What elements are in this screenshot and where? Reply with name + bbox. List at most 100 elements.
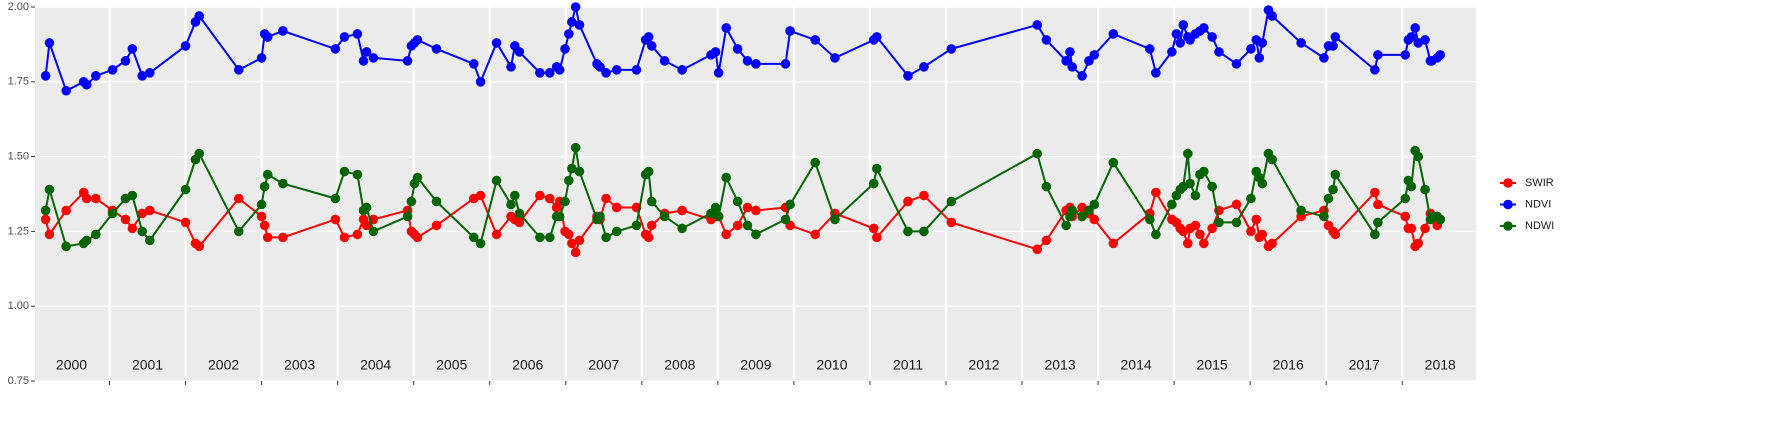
point	[1041, 235, 1052, 246]
point	[278, 26, 288, 36]
point	[1373, 217, 1383, 228]
point	[871, 163, 882, 174]
point	[1257, 38, 1268, 48]
y-tick-label: 2.00	[8, 1, 29, 13]
point	[259, 220, 270, 231]
point	[643, 166, 654, 177]
point	[475, 238, 486, 249]
point	[1214, 47, 1224, 57]
point	[1330, 169, 1341, 180]
point	[721, 172, 732, 183]
point	[721, 23, 732, 33]
point	[1231, 199, 1242, 210]
point	[330, 193, 341, 204]
point	[732, 44, 743, 54]
point	[91, 193, 101, 204]
point	[903, 196, 913, 207]
point	[81, 193, 92, 204]
point	[1231, 217, 1242, 228]
point	[1373, 199, 1383, 210]
point	[1198, 166, 1209, 177]
point	[1370, 229, 1380, 240]
point	[570, 142, 581, 153]
point	[567, 238, 577, 249]
point	[91, 229, 101, 240]
point	[1041, 35, 1052, 45]
x-tick-label: 2006	[512, 357, 543, 373]
point	[107, 208, 118, 219]
point	[1207, 181, 1217, 192]
point	[601, 232, 611, 243]
point	[1077, 71, 1087, 81]
point	[1077, 211, 1087, 222]
point	[1246, 44, 1256, 54]
point	[643, 232, 654, 243]
point	[40, 214, 51, 225]
point	[361, 47, 372, 57]
point	[780, 59, 791, 69]
point	[259, 181, 270, 192]
point	[1032, 148, 1043, 159]
point	[514, 217, 525, 228]
point	[431, 44, 442, 54]
point	[107, 65, 118, 75]
point	[710, 202, 721, 213]
point	[903, 226, 913, 237]
point	[535, 68, 545, 78]
point	[61, 85, 71, 96]
point	[830, 214, 840, 225]
point	[137, 208, 148, 219]
point	[406, 196, 417, 207]
point	[1032, 244, 1043, 255]
x-tick-label: 2008	[664, 357, 695, 373]
point	[262, 232, 273, 243]
point	[1328, 184, 1338, 195]
point	[1032, 20, 1043, 30]
x-tick-label: 2003	[284, 357, 315, 373]
point	[564, 175, 574, 186]
point	[506, 62, 516, 72]
point	[1406, 181, 1417, 192]
point	[145, 235, 155, 246]
x-tick-label: 2001	[132, 357, 163, 373]
point	[545, 232, 555, 243]
point	[946, 44, 957, 54]
point	[145, 68, 155, 78]
point	[368, 53, 379, 63]
point	[352, 29, 363, 39]
point	[710, 47, 721, 57]
point	[44, 38, 55, 48]
point	[659, 56, 670, 66]
point	[742, 202, 753, 213]
point	[564, 229, 574, 240]
point	[611, 226, 622, 237]
point	[1067, 62, 1078, 72]
point	[1198, 23, 1209, 33]
point	[1370, 187, 1380, 198]
point	[412, 35, 423, 45]
point	[810, 157, 820, 168]
point	[1207, 32, 1217, 42]
point	[361, 202, 372, 213]
point	[535, 190, 545, 201]
point	[91, 71, 101, 81]
point	[127, 223, 138, 234]
point	[631, 65, 642, 75]
point	[1330, 229, 1341, 240]
point	[646, 220, 657, 231]
x-tick-label: 2016	[1273, 357, 1304, 373]
point	[1167, 199, 1177, 210]
point	[721, 229, 732, 240]
point	[120, 56, 131, 66]
legend-label: NDVI	[1525, 198, 1551, 210]
legend-key	[1503, 199, 1513, 210]
point	[1178, 20, 1189, 30]
x-tick-label: 2014	[1121, 357, 1152, 373]
point	[1108, 29, 1119, 39]
point	[595, 62, 605, 72]
point	[361, 220, 372, 231]
point	[830, 53, 840, 63]
point	[1151, 68, 1161, 78]
point	[554, 65, 565, 75]
point	[468, 232, 479, 243]
